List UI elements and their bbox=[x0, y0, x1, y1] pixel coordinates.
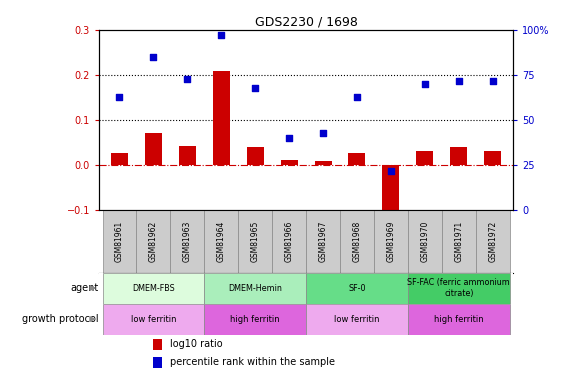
Bar bbox=[213, 70, 230, 165]
Text: percentile rank within the sample: percentile rank within the sample bbox=[170, 357, 335, 367]
Point bbox=[182, 76, 192, 82]
Bar bbox=[170, 210, 204, 273]
Bar bbox=[204, 210, 238, 273]
Text: low ferritin: low ferritin bbox=[334, 315, 380, 324]
Text: GSM81972: GSM81972 bbox=[488, 221, 497, 262]
Point bbox=[217, 32, 226, 38]
Text: low ferritin: low ferritin bbox=[131, 315, 176, 324]
Bar bbox=[349, 153, 366, 165]
Text: GSM81968: GSM81968 bbox=[353, 221, 361, 262]
Bar bbox=[306, 304, 408, 334]
Bar bbox=[416, 151, 433, 165]
Text: SF-0: SF-0 bbox=[348, 284, 366, 292]
Bar bbox=[272, 210, 306, 273]
Bar bbox=[408, 273, 510, 304]
Bar bbox=[103, 304, 204, 334]
Text: GSM81961: GSM81961 bbox=[115, 221, 124, 262]
Bar bbox=[153, 339, 162, 350]
Bar bbox=[136, 210, 170, 273]
Text: SF-FAC (ferric ammonium
citrate): SF-FAC (ferric ammonium citrate) bbox=[408, 278, 510, 298]
Bar bbox=[382, 165, 399, 217]
Bar bbox=[450, 147, 467, 165]
Point bbox=[251, 85, 260, 91]
Bar bbox=[306, 210, 340, 273]
Point bbox=[454, 78, 463, 84]
Bar bbox=[179, 146, 196, 165]
Text: high ferritin: high ferritin bbox=[434, 315, 483, 324]
Text: GSM81967: GSM81967 bbox=[318, 221, 328, 262]
Bar bbox=[408, 304, 510, 334]
Bar bbox=[204, 304, 306, 334]
Bar bbox=[103, 273, 204, 304]
Point bbox=[318, 130, 328, 136]
Point bbox=[352, 94, 361, 100]
Bar bbox=[204, 273, 306, 304]
Bar bbox=[476, 210, 510, 273]
Point bbox=[115, 94, 124, 100]
Text: GSM81966: GSM81966 bbox=[285, 221, 294, 262]
Text: GSM81962: GSM81962 bbox=[149, 221, 158, 262]
Point bbox=[285, 135, 294, 141]
Point bbox=[149, 54, 158, 60]
Text: high ferritin: high ferritin bbox=[230, 315, 280, 324]
Text: DMEM-Hemin: DMEM-Hemin bbox=[228, 284, 282, 292]
Bar bbox=[408, 210, 442, 273]
Title: GDS2230 / 1698: GDS2230 / 1698 bbox=[255, 16, 357, 29]
Text: log10 ratio: log10 ratio bbox=[170, 339, 223, 350]
Text: GSM81970: GSM81970 bbox=[420, 221, 429, 262]
Text: GSM81971: GSM81971 bbox=[454, 221, 463, 262]
Bar bbox=[103, 210, 136, 273]
Point bbox=[488, 78, 497, 84]
Bar bbox=[153, 357, 162, 368]
Bar bbox=[111, 153, 128, 165]
Text: growth protocol: growth protocol bbox=[22, 314, 99, 324]
Text: DMEM-FBS: DMEM-FBS bbox=[132, 284, 175, 292]
Point bbox=[420, 81, 430, 87]
Bar bbox=[247, 147, 264, 165]
Bar bbox=[340, 210, 374, 273]
Bar bbox=[374, 210, 408, 273]
Text: GSM81963: GSM81963 bbox=[183, 221, 192, 262]
Bar bbox=[442, 210, 476, 273]
Bar bbox=[306, 273, 408, 304]
Bar bbox=[238, 210, 272, 273]
Bar bbox=[484, 151, 501, 165]
Bar bbox=[280, 160, 297, 165]
Text: GSM81969: GSM81969 bbox=[387, 221, 395, 262]
Bar bbox=[315, 161, 332, 165]
Text: GSM81964: GSM81964 bbox=[217, 221, 226, 262]
Bar bbox=[145, 133, 162, 165]
Text: agent: agent bbox=[70, 283, 99, 293]
Point bbox=[386, 168, 395, 174]
Text: GSM81965: GSM81965 bbox=[251, 221, 259, 262]
